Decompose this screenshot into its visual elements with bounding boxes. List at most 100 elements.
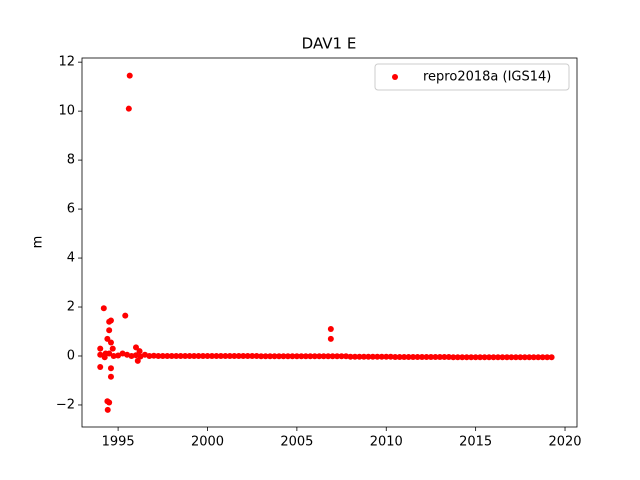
point: [107, 365, 114, 372]
chart-title: DAV1 E: [302, 35, 357, 53]
y-tick-label: 12: [58, 55, 75, 70]
point: [383, 353, 390, 360]
y-axis-label: m: [31, 236, 46, 249]
point: [289, 353, 296, 360]
point: [503, 354, 510, 361]
y-tick-label: 8: [67, 153, 75, 168]
x-tick-label: 2010: [370, 435, 403, 450]
point: [293, 353, 300, 360]
point: [436, 353, 443, 360]
point: [405, 353, 412, 360]
point: [410, 353, 417, 360]
point: [213, 352, 220, 359]
point: [284, 353, 291, 360]
point: [164, 352, 171, 359]
y-tick-label: 2: [67, 300, 75, 315]
point: [535, 354, 542, 361]
point: [499, 354, 506, 361]
point: [423, 353, 430, 360]
point: [320, 353, 327, 360]
point: [338, 353, 345, 360]
point: [445, 353, 452, 360]
point: [262, 353, 269, 360]
point: [271, 353, 278, 360]
point: [258, 353, 265, 360]
point: [186, 352, 193, 359]
x-tick-label: 2020: [548, 435, 581, 450]
point: [173, 352, 180, 359]
point: [432, 353, 439, 360]
point: [128, 352, 135, 359]
point: [481, 354, 488, 361]
point: [200, 352, 207, 359]
point: [427, 353, 434, 360]
point: [419, 353, 426, 360]
point: [191, 352, 198, 359]
point: [351, 353, 358, 360]
point: [494, 354, 501, 361]
legend-label: repro2018a (IGS14): [423, 70, 551, 85]
point: [490, 354, 497, 361]
point: [302, 353, 309, 360]
point: [414, 353, 421, 360]
point: [521, 354, 528, 361]
point: [387, 353, 394, 360]
point: [104, 335, 111, 342]
point: [267, 353, 274, 360]
point: [146, 352, 153, 359]
point: [110, 352, 117, 359]
point: [327, 326, 334, 333]
point: [204, 352, 211, 359]
point: [526, 354, 533, 361]
point: [104, 406, 111, 413]
y-tick-label: 10: [58, 104, 75, 119]
point: [325, 353, 332, 360]
point: [327, 335, 334, 342]
point: [126, 72, 133, 79]
point: [107, 339, 114, 346]
point: [249, 352, 256, 359]
point: [107, 317, 114, 324]
point: [539, 354, 546, 361]
point: [307, 353, 314, 360]
point: [182, 352, 189, 359]
point: [125, 105, 132, 112]
point: [360, 353, 367, 360]
x-tick-label: 1995: [102, 435, 135, 450]
point: [275, 353, 282, 360]
point: [472, 354, 479, 361]
point: [454, 354, 461, 361]
point: [208, 352, 215, 359]
point: [329, 353, 336, 360]
point: [512, 354, 519, 361]
point: [222, 352, 229, 359]
point: [392, 353, 399, 360]
point: [159, 352, 166, 359]
point: [97, 351, 104, 358]
point: [508, 354, 515, 361]
point: [369, 353, 376, 360]
point: [396, 353, 403, 360]
point: [316, 353, 323, 360]
point: [134, 357, 141, 364]
point: [548, 354, 555, 361]
point: [244, 352, 251, 359]
point: [106, 399, 113, 406]
point: [365, 353, 372, 360]
point: [195, 352, 202, 359]
point: [356, 353, 363, 360]
point: [109, 345, 116, 352]
point: [168, 352, 175, 359]
plot-frame: [81, 57, 578, 428]
point: [132, 344, 139, 351]
point: [486, 354, 493, 361]
y-tick-label: −2: [56, 397, 75, 412]
point: [150, 352, 157, 359]
legend-marker: [392, 74, 398, 80]
point: [401, 353, 408, 360]
point: [231, 352, 238, 359]
point: [441, 353, 448, 360]
point: [97, 364, 104, 371]
point: [374, 353, 381, 360]
